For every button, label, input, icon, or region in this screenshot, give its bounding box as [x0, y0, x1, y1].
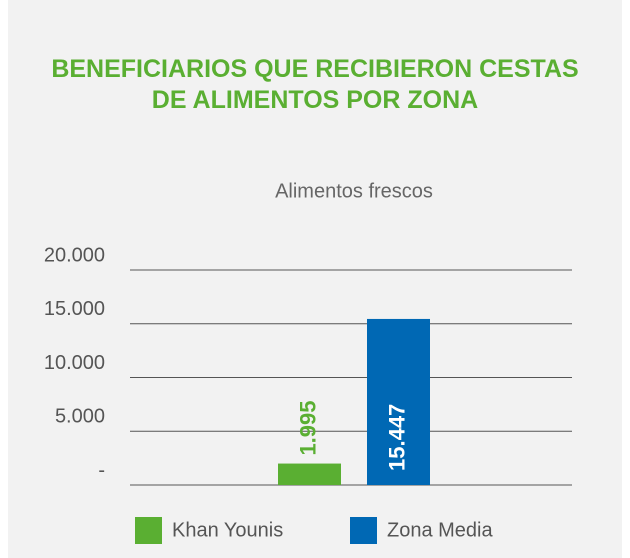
- y-tick-label: 20.000: [44, 244, 105, 266]
- y-tick-label: 10.000: [44, 352, 105, 374]
- value-label: 15.447: [384, 404, 409, 471]
- bar: [367, 318, 430, 485]
- bar: [278, 463, 341, 485]
- legend-swatch: [135, 517, 162, 544]
- legend-label: Zona Media: [387, 519, 493, 541]
- chart-title: BENEFICIARIOS QUE RECIBIERON CESTAS DE A…: [51, 55, 579, 114]
- value-label: 1.995: [295, 400, 320, 455]
- y-tick-label: -: [98, 459, 105, 481]
- legend-swatch: [350, 517, 377, 544]
- y-tick-label: 15.000: [44, 298, 105, 320]
- y-tick-label: 5.000: [55, 406, 105, 428]
- category-label: Alimentos frescos: [275, 180, 433, 202]
- legend-label: Khan Younis: [172, 519, 283, 541]
